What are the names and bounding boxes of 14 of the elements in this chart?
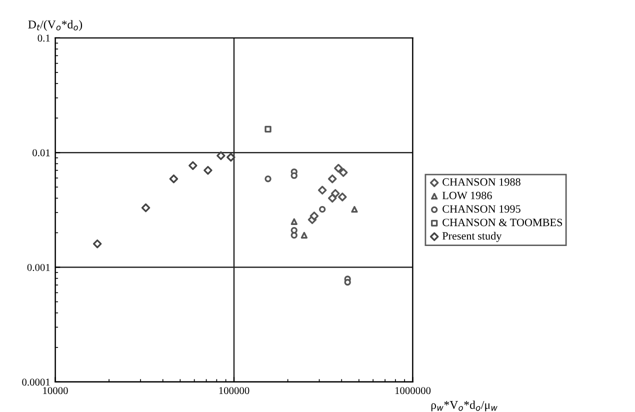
x-tick-label: 1000000 [395,387,431,394]
x-tick-label: 100000 [219,387,250,394]
legend-label: CHANSON & TOOMBES [442,218,562,226]
x-tick-label: 10000 [43,387,68,394]
x-axis-title: ρ$_{w}$*V$_{o}$*d$_{o}$/μ$_{w}$ [431,400,498,412]
y-tick-label: 0.01 [32,149,50,156]
legend-label: LOW 1986 [442,192,492,200]
legend-label: CHANSON 1988 [442,178,520,186]
y-axis-title: D$_{t}$/(V$_{o}$*d$_{o}$) [28,20,82,31]
y-tick-label: 0.1 [38,34,50,42]
y-tick-label: 0.0001 [22,378,50,386]
y-tick-label: 0.001 [27,264,50,272]
legend-label: CHANSON 1995 [442,205,520,213]
legend-label: Present study [442,232,502,242]
